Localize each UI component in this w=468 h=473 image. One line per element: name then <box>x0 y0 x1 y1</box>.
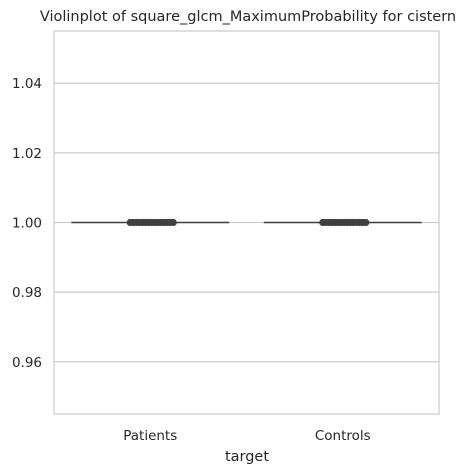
y-tick-label: 1.00 <box>12 216 42 232</box>
data-point <box>170 219 177 226</box>
data-point <box>362 219 369 226</box>
x-tick-label: Controls <box>315 428 371 444</box>
y-tick-label: 1.02 <box>12 146 42 162</box>
y-tick-label: 0.96 <box>12 355 42 371</box>
y-tick-label: 0.98 <box>12 285 42 301</box>
points-patients <box>127 219 177 226</box>
x-tick-label: Patients <box>123 428 177 444</box>
chart-title: Violinplot of square_glcm_MaximumProbabi… <box>40 9 456 25</box>
x-axis-label: target <box>225 449 269 465</box>
y-tick-label: 1.04 <box>12 76 42 92</box>
points-controls <box>319 219 369 226</box>
